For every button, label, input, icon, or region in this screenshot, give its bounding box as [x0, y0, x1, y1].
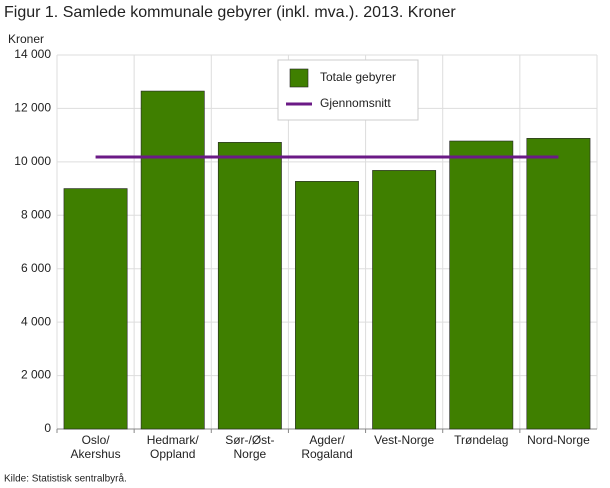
x-tick-label: Nord-Norge: [527, 433, 590, 447]
source: Kilde: Statistisk sentralbyrå.: [4, 473, 127, 485]
x-tick-label: Norge: [234, 447, 267, 461]
x-tick-label: Akershus: [71, 447, 121, 461]
x-tick-label: Rogaland: [301, 447, 352, 461]
bar: [526, 138, 591, 430]
bar: [295, 181, 359, 430]
y-tick-label: 14 000: [14, 47, 51, 61]
x-tick-label: Oslo/: [82, 433, 111, 447]
y-tick-label: 0: [44, 421, 51, 435]
x-tick-label: Agder/: [309, 433, 345, 447]
legend-label: Gjennomsnitt: [320, 96, 391, 110]
chart-title: Figur 1. Samlede kommunale gebyrer (inkl…: [4, 4, 456, 21]
y-tick-label: 10 000: [14, 154, 51, 168]
x-tick-label: Sør-/Øst-: [225, 433, 274, 447]
bar: [449, 140, 514, 430]
bar: [372, 170, 437, 430]
x-tick-label: Oppland: [150, 447, 195, 461]
legend-swatch: [289, 68, 309, 88]
y-tick-label: 6 000: [21, 261, 51, 275]
y-tick-label: 2 000: [21, 368, 51, 382]
bar: [217, 142, 282, 430]
y-tick-label: 4 000: [21, 314, 51, 328]
y-tick-label: 12 000: [14, 101, 51, 115]
bar: [140, 90, 205, 430]
legend-label: Totale gebyrer: [320, 70, 396, 84]
bar: [63, 188, 128, 430]
x-tick-label: Trøndelag: [454, 433, 508, 447]
y-tick-label: 8 000: [21, 207, 51, 221]
x-tick-label: Hedmark/: [147, 433, 200, 447]
x-tick-label: Vest-Norge: [374, 433, 434, 447]
y-axis-label: Kroner: [8, 32, 44, 46]
